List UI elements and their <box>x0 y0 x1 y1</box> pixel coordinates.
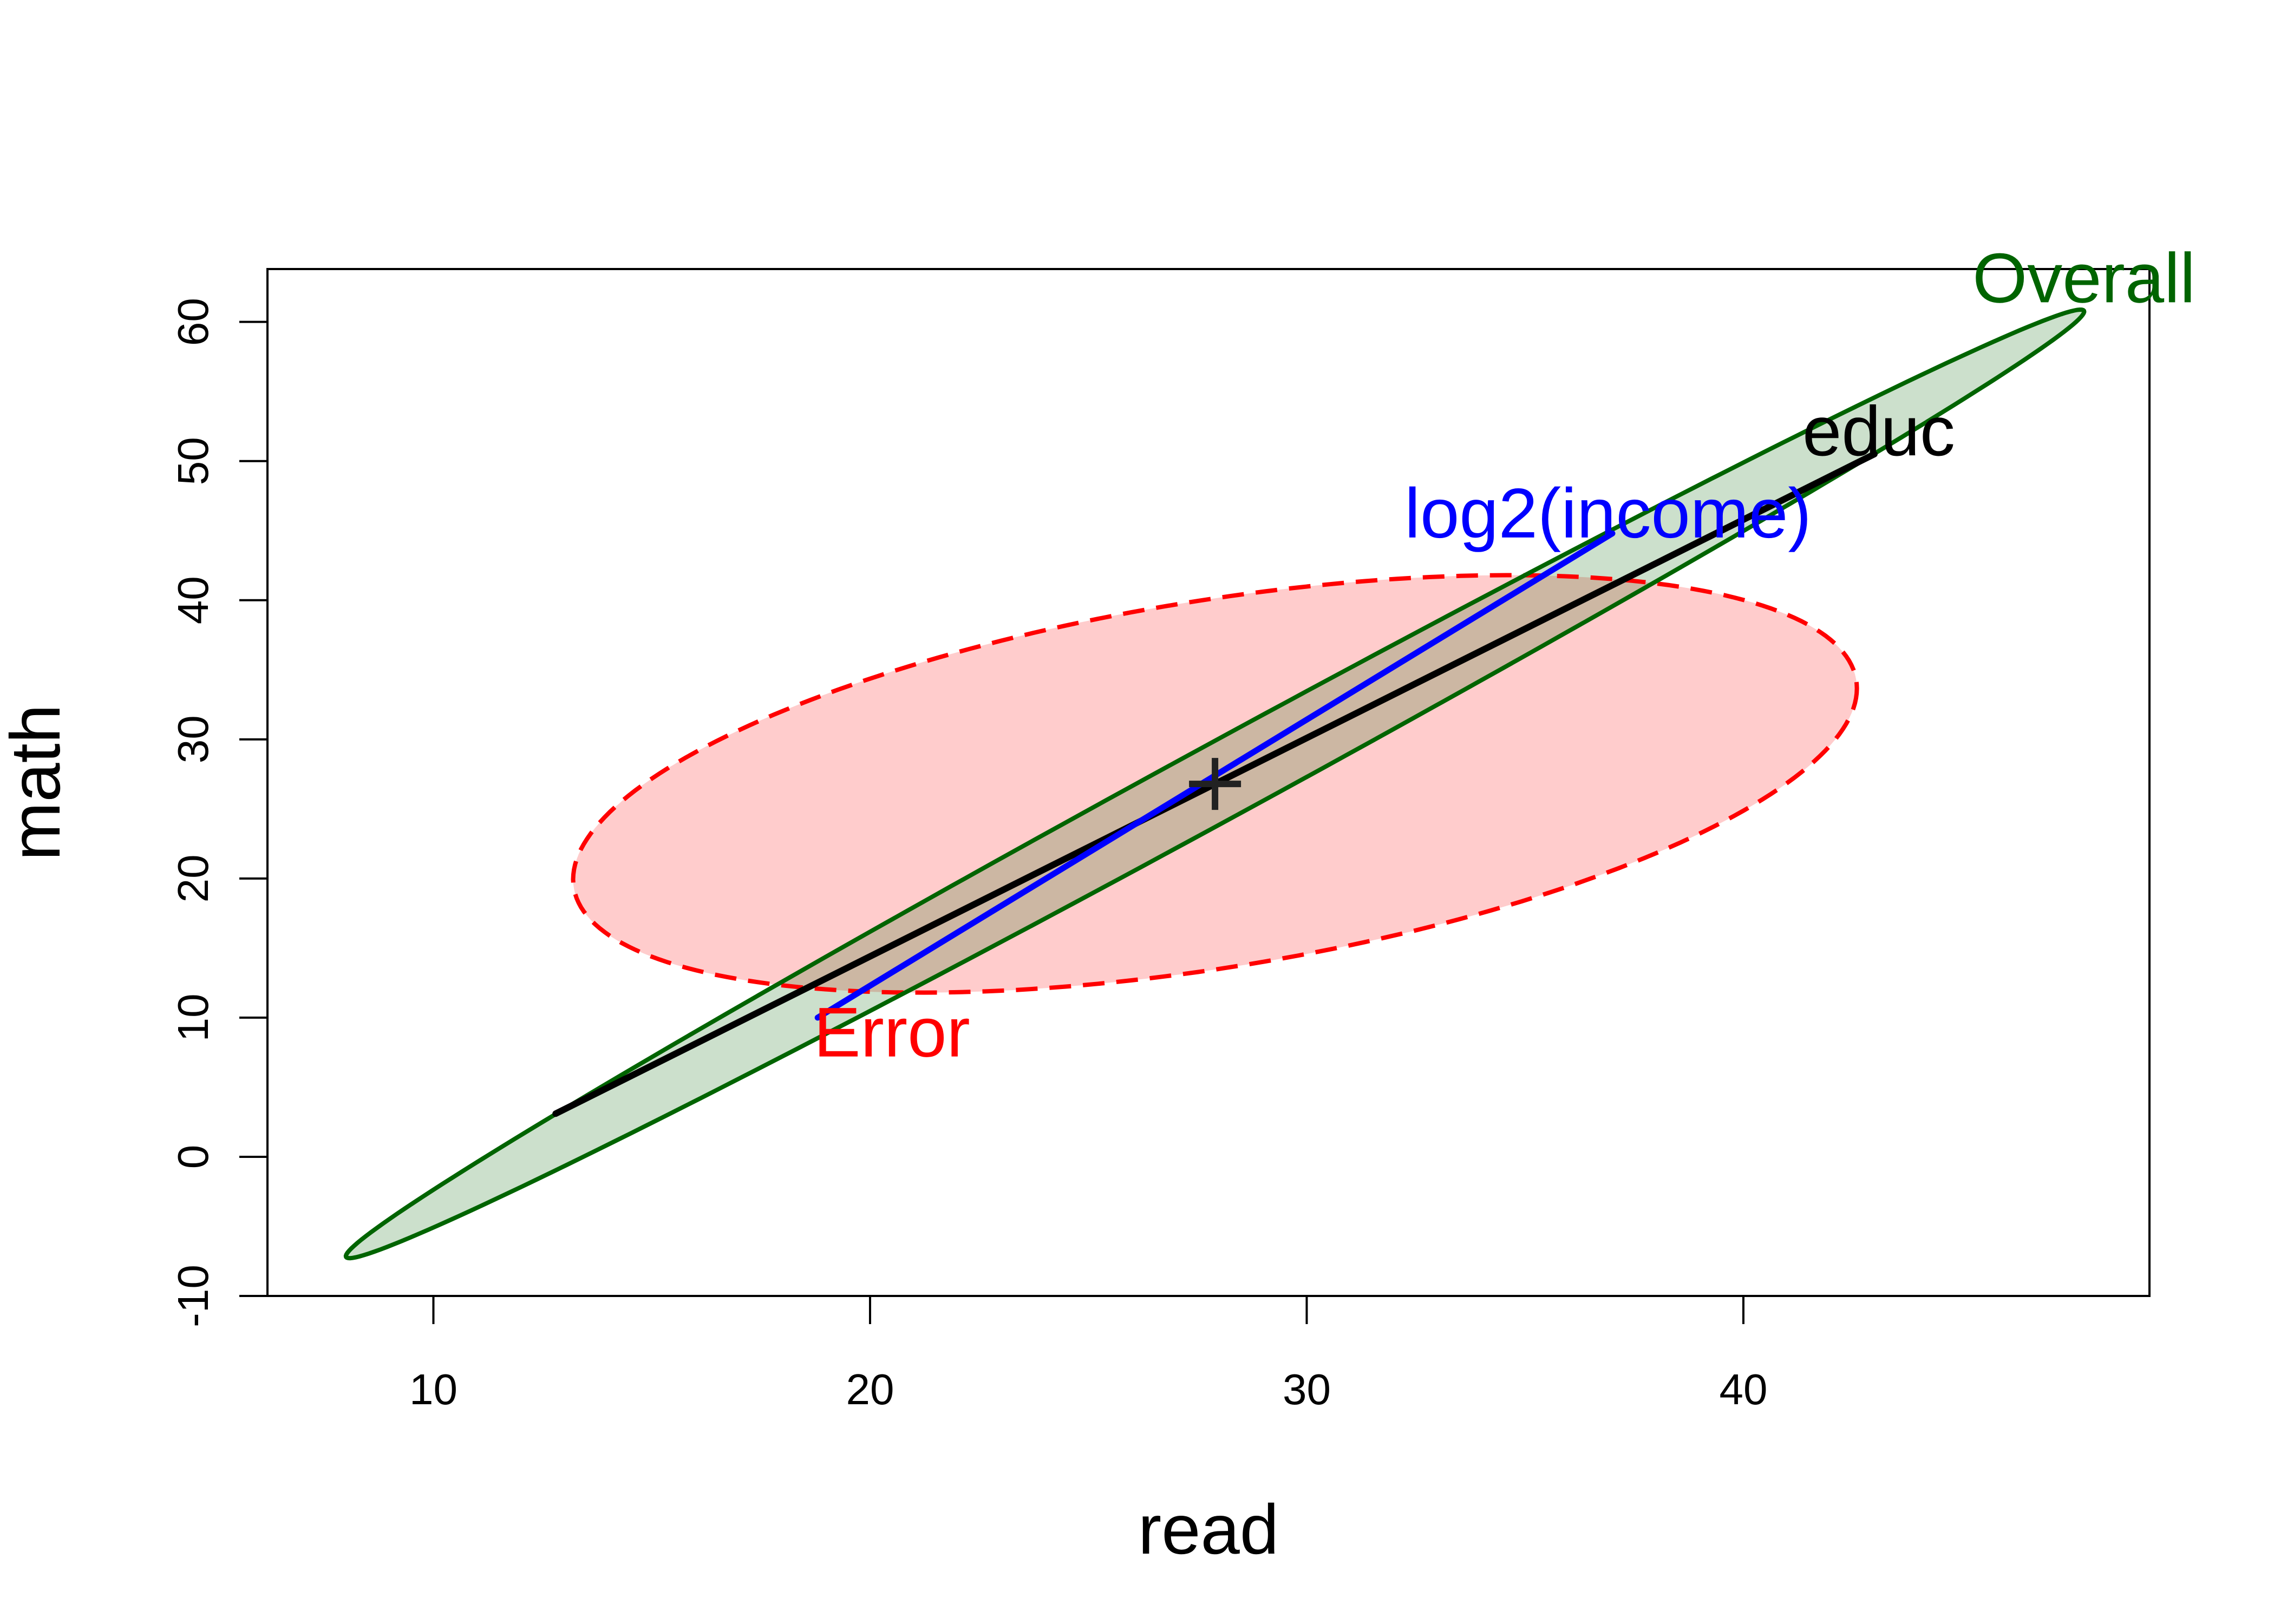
x-tick-label: 10 <box>409 1365 458 1413</box>
error-label: Error <box>814 993 970 1072</box>
x-tick-label: 40 <box>1719 1365 1767 1413</box>
log2-income-label: log2(income) <box>1404 474 1811 553</box>
y-tick-label: 0 <box>169 1145 217 1169</box>
centroid-marker <box>1189 758 1241 810</box>
overall-label: Overall <box>1972 238 2195 317</box>
y-tick-label: -10 <box>169 1265 217 1327</box>
y-tick-label: 50 <box>169 437 217 485</box>
y-tick-label: 40 <box>169 576 217 624</box>
overall-ellipse-outline <box>343 307 2087 1261</box>
error-ellipse-outline <box>571 573 1859 995</box>
plot-frame <box>266 268 2151 1297</box>
y-tick-label: 10 <box>169 993 217 1042</box>
x-tick-label: 20 <box>846 1365 894 1413</box>
y-tick-label: 20 <box>169 854 217 902</box>
y-axis-title: math <box>0 704 75 861</box>
y-tick-label: 60 <box>169 298 217 346</box>
y-tick-label: 30 <box>169 715 217 763</box>
educ-label: educ <box>1802 391 1955 470</box>
x-axis-title: read <box>1138 1490 1279 1569</box>
x-tick-label: 30 <box>1283 1365 1331 1413</box>
